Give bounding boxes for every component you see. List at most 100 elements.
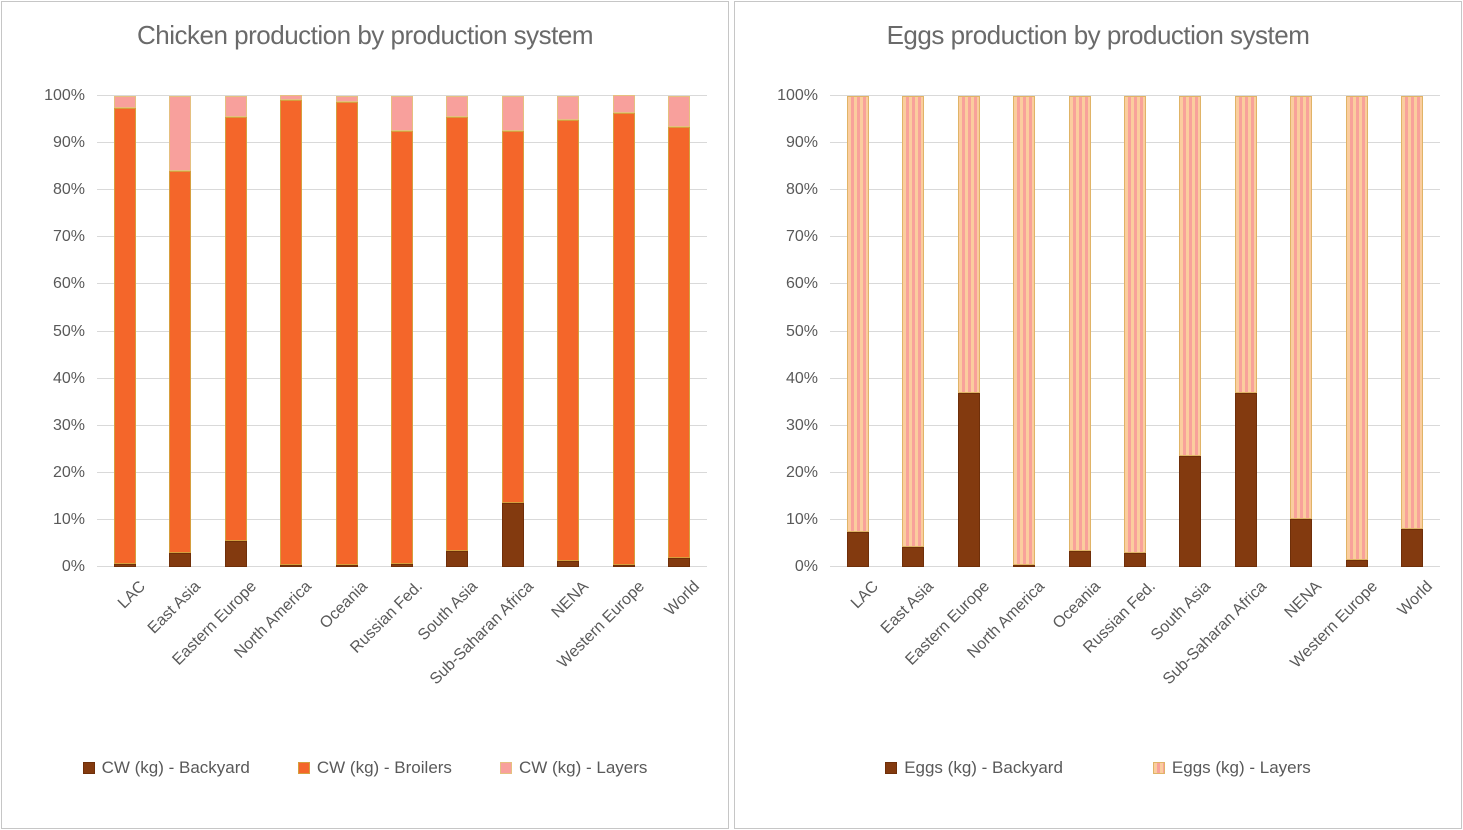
bar-segment — [1068, 96, 1091, 551]
bar-segment — [1123, 552, 1146, 567]
bar-segment — [612, 95, 635, 113]
stacked-bar-south-asia — [1179, 96, 1202, 567]
bar-segment — [224, 96, 247, 118]
stacked-bar-north-america — [1013, 95, 1036, 567]
x-axis-label: Sub-Saharan Africa — [426, 578, 537, 689]
x-axis-label: Oceania — [316, 578, 371, 633]
x-axis-label: NENA — [548, 578, 593, 622]
bar-segment — [1234, 392, 1257, 567]
legend-swatch — [297, 762, 310, 774]
bar-slot — [152, 96, 207, 567]
x-axis-label: LAC — [114, 578, 149, 613]
legend-item: Eggs (kg) - Layers — [1152, 758, 1311, 778]
stacked-bar-lac — [846, 96, 869, 567]
bar-segment — [1290, 96, 1313, 519]
bar-segment — [169, 96, 192, 172]
bar-segment — [280, 565, 303, 567]
bar-segment — [1179, 456, 1202, 567]
legend-item: CW (kg) - Layers — [499, 758, 647, 778]
bar-segment — [902, 546, 925, 567]
bar-segment — [113, 564, 136, 567]
stacked-bar-western-europe — [1345, 96, 1368, 567]
legend-item: Eggs (kg) - Backyard — [885, 758, 1063, 778]
x-axis-label: World — [661, 578, 704, 620]
bar-segment — [957, 392, 980, 567]
bar-slot — [1385, 96, 1440, 567]
bar-segment — [1123, 96, 1146, 553]
bar-segment — [957, 96, 980, 393]
legend-item: CW (kg) - Broilers — [297, 758, 452, 778]
bar-segment — [1013, 565, 1036, 567]
bar-slot — [430, 96, 485, 567]
y-axis-tick-label: 50% — [52, 322, 85, 340]
bar-segment — [446, 96, 469, 118]
bar-segment — [390, 96, 413, 132]
bar-segment — [446, 550, 469, 567]
y-axis-tick-label: 30% — [52, 416, 85, 434]
bar-segment — [557, 96, 580, 120]
y-axis-tick-label: 30% — [785, 416, 818, 434]
bar-slot — [596, 95, 651, 567]
y-axis-tick-label: 40% — [52, 369, 85, 387]
bar-segment — [169, 552, 192, 567]
plot-area: 0% 10% 20% 30% 40% 50% 60% 70% 80% 90% 100% — [44, 87, 707, 575]
y-axis-tick-label: 10% — [52, 510, 85, 528]
stacked-bar-western-europe — [612, 95, 635, 567]
y-axis-tick-label: 0% — [794, 558, 818, 575]
bar-slot — [885, 96, 940, 567]
bar-slot — [541, 96, 596, 567]
bar-segment — [1290, 518, 1313, 567]
bar-segment — [1401, 96, 1424, 530]
bar-slot — [263, 94, 318, 567]
y-axis-tick-label: 70% — [52, 228, 85, 246]
stacked-bar-nena — [557, 96, 580, 567]
bar-slot — [1218, 96, 1273, 567]
bar-segment — [557, 560, 580, 567]
y-axis-tick-label: 20% — [52, 463, 85, 481]
bar-segment — [1234, 96, 1257, 393]
chart-title: Eggs production by production system — [886, 20, 1310, 50]
y-axis-tick-label: 100% — [777, 87, 818, 104]
y-axis-tick-label: 80% — [785, 181, 818, 199]
legend-label: CW (kg) - Backyard — [101, 758, 250, 777]
gridline — [97, 95, 707, 96]
stacked-bar-eastern-europe — [224, 96, 247, 567]
chart-title: Chicken production by production system — [137, 20, 593, 50]
stacked-bar-east-asia — [169, 96, 192, 567]
y-axis-tick-label: 70% — [785, 228, 818, 246]
stacked-bar-nena — [1290, 96, 1313, 567]
bars-row — [97, 94, 707, 567]
bar-segment — [224, 117, 247, 542]
bar-slot — [1107, 96, 1162, 567]
stacked-bar-lac — [113, 96, 136, 567]
bar-segment — [390, 131, 413, 564]
legend-item: CW (kg) - Backyard — [82, 758, 250, 778]
legend-swatch — [499, 762, 512, 774]
bar-segment — [446, 117, 469, 551]
bar-slot — [1163, 96, 1218, 567]
x-axis-label: NENA — [1281, 578, 1326, 622]
x-axis-label: World — [1394, 578, 1437, 620]
y-axis-tick-label: 90% — [52, 134, 85, 152]
stacked-bar-russian-fed- — [1123, 96, 1146, 567]
y-axis-tick-label: 90% — [785, 134, 818, 152]
stacked-bar-russian-fed- — [390, 96, 413, 567]
bar-segment — [280, 94, 303, 100]
y-axis-tick-label: 10% — [785, 510, 818, 528]
stacked-bar-eastern-europe — [957, 96, 980, 567]
y-axis-tick-label: 40% — [785, 369, 818, 387]
bar-slot — [830, 96, 885, 567]
legend-swatch — [885, 762, 898, 774]
bar-segment — [668, 126, 691, 558]
bar-segment — [902, 96, 925, 547]
bar-slot — [485, 96, 540, 567]
legend-swatch — [1152, 762, 1165, 774]
chart-panel-eggs: Eggs production by production system 0% 1… — [734, 1, 1462, 829]
bar-slot — [941, 96, 996, 567]
bar-segment — [557, 119, 580, 561]
bar-slot — [374, 96, 429, 567]
y-axis-tick-label: 80% — [52, 181, 85, 199]
y-axis-tick-label: 60% — [52, 275, 85, 293]
bar-segment — [668, 96, 691, 127]
